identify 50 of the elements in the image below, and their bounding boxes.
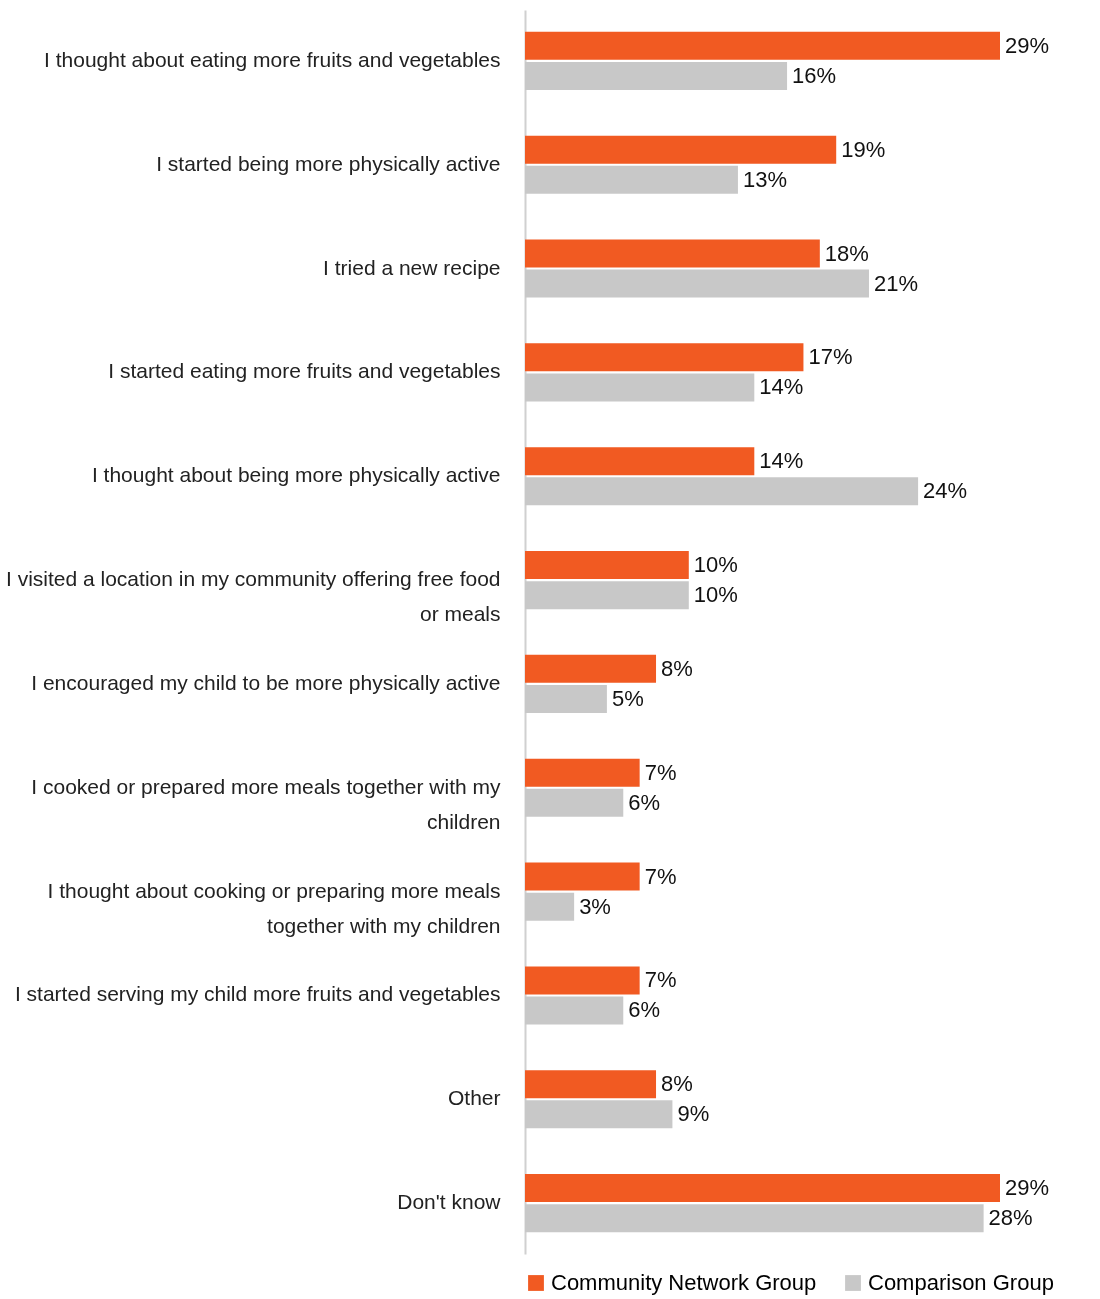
y-tick-label: Don't know: [397, 1190, 502, 1214]
y-tick-label: Other: [447, 1086, 501, 1110]
data-label: 28%: [988, 1205, 1033, 1231]
bar: [525, 862, 640, 891]
y-tick-label: I started being more physically active: [156, 151, 501, 175]
data-label: 16%: [792, 62, 837, 88]
data-label: 14%: [759, 448, 804, 474]
data-label: 10%: [693, 582, 738, 608]
data-label: 17%: [808, 344, 853, 370]
y-tick-label: I encouraged my child to be more physically active: [31, 670, 501, 694]
legend-label: Community Network Group: [551, 1270, 817, 1295]
data-label: 19%: [841, 136, 886, 162]
data-label: 5%: [611, 685, 644, 711]
data-label: 8%: [661, 655, 693, 681]
data-label: 6%: [628, 997, 661, 1023]
data-label: 18%: [824, 240, 869, 266]
legend-label: Comparison Group: [868, 1270, 1054, 1295]
data-label: 7%: [644, 967, 677, 993]
data-label: 7%: [644, 863, 677, 889]
y-tick-label: I tried a new recipe: [323, 255, 501, 279]
data-label: 3%: [579, 893, 611, 919]
data-label: 21%: [873, 270, 919, 296]
y-tick-label: I thought about being more physically active: [91, 463, 501, 487]
y-tick-label: I started eating more fruits and vegetables: [108, 359, 501, 383]
y-tick-label: I thought about cooking or preparing more meals together with my children: [47, 878, 501, 937]
bar: [525, 343, 804, 372]
data-label: 14%: [759, 374, 804, 400]
bar: [525, 654, 657, 683]
data-label: 9%: [677, 1101, 710, 1127]
y-tick-label: I cooked or prepared more meals together with my children: [31, 774, 501, 833]
bar: [525, 447, 755, 476]
data-label: 24%: [923, 478, 968, 504]
data-label: 7%: [644, 759, 677, 785]
bar: [525, 135, 837, 164]
data-label: 13%: [742, 166, 787, 192]
y-tick-label: I visited a location in my community offering free food or meals: [5, 567, 501, 626]
bar: [525, 758, 640, 787]
bar: [525, 239, 820, 268]
data-label: 10%: [693, 552, 738, 578]
bar: [525, 1070, 657, 1099]
bar: [525, 31, 1000, 60]
data-label: 8%: [661, 1071, 693, 1097]
data-label: 29%: [1005, 32, 1050, 58]
bar: [525, 551, 689, 580]
bar: [525, 1174, 1000, 1203]
data-label: 29%: [1005, 1175, 1050, 1201]
data-label: 6%: [628, 789, 661, 815]
bar: [525, 966, 640, 995]
y-tick-label: I thought about eating more fruits and vegetables: [44, 47, 501, 71]
y-tick-label: I started serving my child more fruits and vegetables: [14, 982, 501, 1006]
